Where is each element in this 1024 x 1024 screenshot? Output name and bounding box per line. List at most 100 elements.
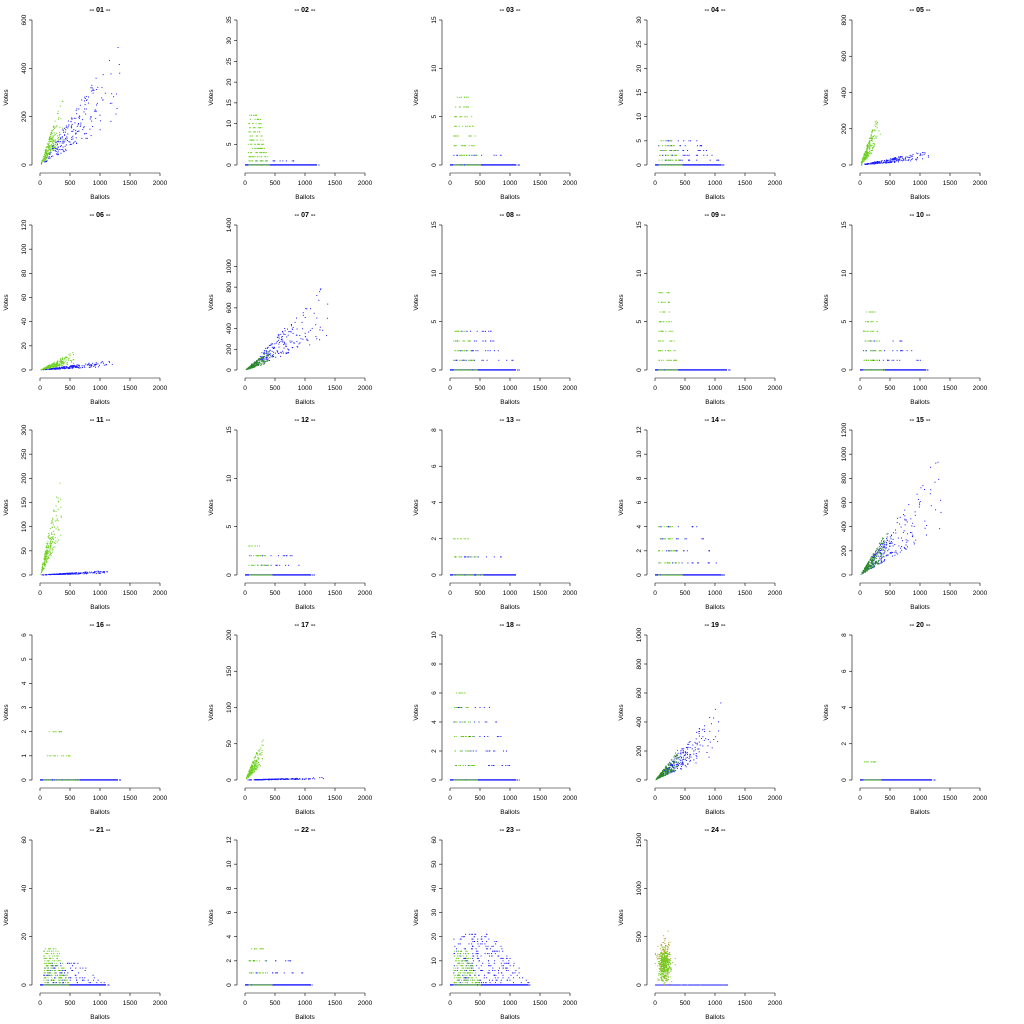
- series-0: [247, 288, 329, 370]
- x-tick-label: 0: [653, 590, 657, 597]
- data-point: [481, 330, 483, 332]
- data-point: [899, 340, 901, 342]
- data-point: [460, 574, 462, 576]
- data-point: [873, 330, 875, 332]
- data-point: [662, 340, 664, 342]
- data-point: [57, 368, 59, 370]
- data-point: [90, 135, 92, 137]
- data-point: [270, 555, 272, 557]
- data-point: [253, 574, 255, 576]
- data-point: [877, 121, 878, 123]
- data-point: [872, 130, 873, 132]
- data-point: [463, 574, 465, 576]
- panel-06: -- 06 --0 500 1000 1500 2000Ballots020406080…: [3, 212, 168, 406]
- data-point: [251, 555, 252, 557]
- y-tick-label: 4: [431, 500, 438, 504]
- data-point: [45, 549, 47, 551]
- data-point: [873, 136, 875, 137]
- data-point: [111, 363, 113, 365]
- x-tick-label: 1500: [123, 590, 138, 597]
- data-point: [46, 366, 48, 368]
- data-point: [924, 152, 926, 154]
- y-tick-label: 20: [21, 342, 28, 350]
- data-point: [672, 154, 674, 156]
- data-point: [689, 159, 691, 161]
- data-point: [95, 366, 96, 368]
- data-point: [51, 364, 53, 366]
- data-point: [62, 573, 64, 575]
- data-point: [875, 126, 877, 127]
- data-point: [468, 154, 470, 156]
- data-point: [901, 160, 903, 162]
- data-point: [44, 564, 46, 566]
- data-point: [52, 366, 54, 367]
- data-point: [659, 574, 661, 576]
- data-point: [894, 161, 896, 163]
- data-point: [456, 340, 458, 342]
- data-point: [104, 572, 105, 574]
- data-point: [57, 154, 59, 156]
- data-point: [462, 369, 463, 371]
- data-point: [658, 369, 660, 371]
- data-point: [48, 142, 50, 144]
- data-point: [267, 164, 269, 166]
- data-point: [59, 361, 61, 362]
- data-point: [463, 106, 465, 108]
- data-point: [46, 153, 47, 154]
- data-point: [322, 329, 324, 331]
- data-point: [883, 541, 885, 543]
- data-point: [67, 364, 69, 365]
- data-point: [868, 340, 870, 342]
- data-point: [482, 359, 484, 361]
- data-point: [673, 164, 675, 166]
- data-point: [52, 546, 54, 548]
- y-tick-label: 0: [431, 368, 438, 372]
- data-point: [251, 160, 253, 162]
- data-point: [48, 545, 50, 547]
- series-0: [655, 140, 725, 166]
- data-point: [460, 96, 462, 98]
- data-point: [86, 571, 88, 573]
- data-point: [91, 571, 92, 573]
- data-point: [90, 116, 92, 118]
- data-point: [265, 352, 267, 354]
- data-point: [76, 366, 78, 368]
- data-point: [722, 164, 724, 166]
- data-point: [262, 363, 264, 365]
- data-point: [43, 155, 45, 157]
- data-point: [52, 135, 54, 137]
- data-point: [262, 360, 264, 362]
- data-point: [52, 549, 54, 551]
- data-point: [64, 134, 66, 136]
- data-point: [881, 369, 883, 371]
- data-point: [273, 351, 275, 353]
- data-point: [262, 152, 264, 154]
- data-point: [866, 330, 868, 332]
- data-point: [56, 360, 58, 362]
- data-point: [47, 550, 49, 552]
- data-point: [908, 159, 909, 161]
- data-point: [493, 154, 495, 156]
- data-point: [104, 571, 105, 573]
- data-point: [296, 341, 298, 343]
- x-axis-label: Ballots: [90, 604, 110, 611]
- data-point: [900, 340, 902, 342]
- x-tick-label: 1000: [93, 180, 108, 187]
- data-point: [262, 360, 263, 362]
- data-point: [872, 359, 874, 361]
- y-tick-label: 10: [226, 474, 233, 482]
- data-point: [876, 340, 878, 342]
- data-point: [872, 163, 874, 165]
- data-point: [905, 519, 907, 521]
- data-point: [882, 161, 884, 163]
- data-point: [46, 155, 48, 157]
- data-point: [277, 555, 279, 557]
- data-point: [251, 545, 253, 547]
- data-point: [50, 368, 51, 370]
- data-point: [890, 552, 892, 554]
- data-point: [659, 150, 661, 151]
- data-point: [866, 164, 868, 165]
- data-point: [72, 572, 74, 574]
